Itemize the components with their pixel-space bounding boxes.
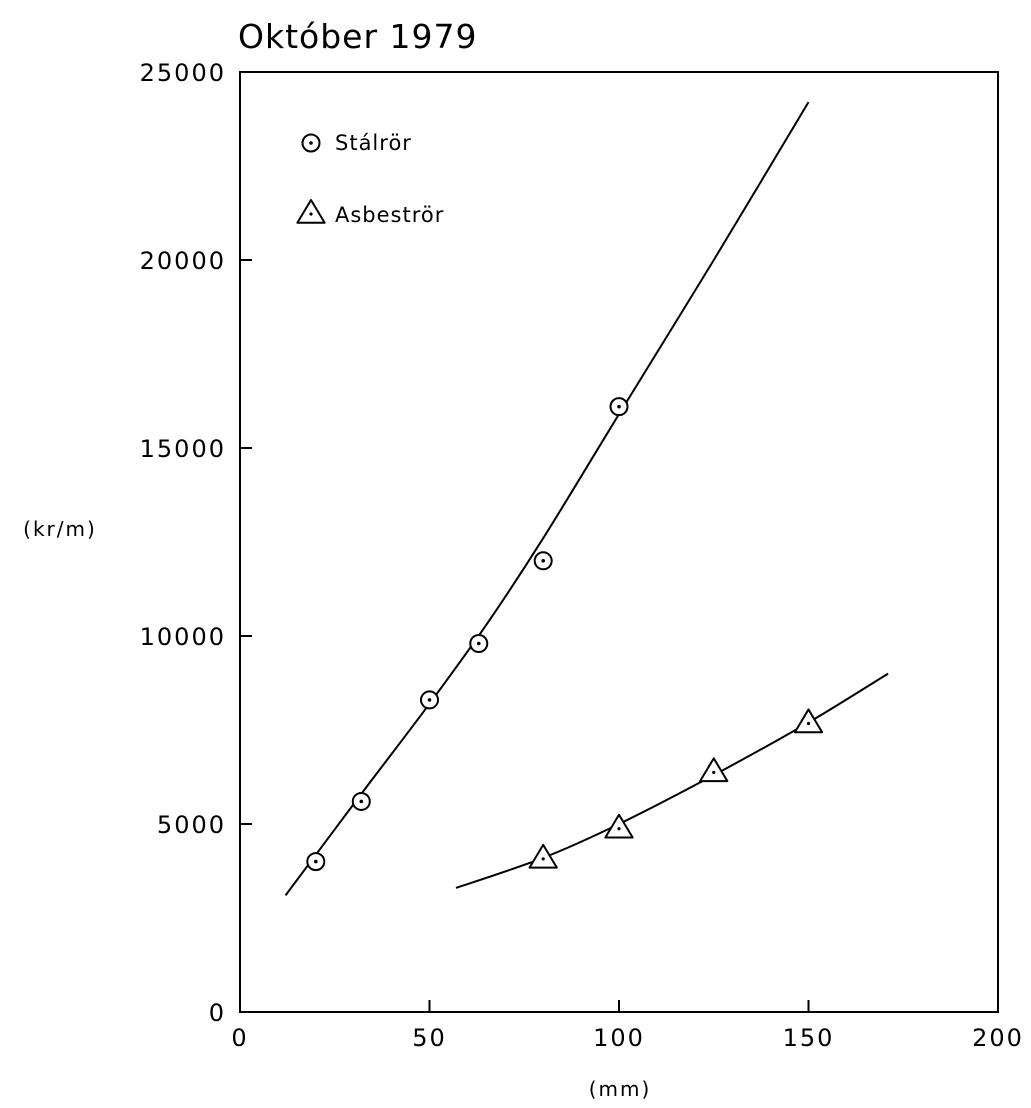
x-axis: 0 50 100 150 200 — [231, 1000, 1024, 1052]
x-axis-label: (mm) — [589, 1077, 652, 1101]
x-tick-label: 50 — [412, 1024, 447, 1052]
x-tick-label: 0 — [231, 1024, 248, 1052]
y-axis-label: (kr/m) — [23, 517, 97, 541]
legend: Stálrör Asbeströr — [296, 131, 444, 227]
stalror-fit-curve — [284, 101, 810, 896]
x-tick-label: 200 — [972, 1024, 1024, 1052]
asbestror-point — [793, 708, 824, 734]
y-tick-label: 5000 — [157, 811, 226, 839]
y-tick-label: 25000 — [140, 59, 226, 87]
data-markers — [306, 397, 824, 872]
y-tick-label: 20000 — [140, 247, 226, 275]
y-tick-label: 10000 — [140, 623, 226, 651]
stalror-point — [420, 690, 439, 710]
asbestror-point — [699, 757, 729, 783]
stalror-point — [306, 852, 326, 872]
asbestror-fit-curve — [455, 672, 889, 889]
y-axis: 0 5000 10000 15000 20000 25000 — [140, 59, 252, 1027]
x-tick-label: 100 — [593, 1024, 645, 1052]
chart-title: Október 1979 — [238, 17, 478, 56]
legend-label-asbestror: Asbeströr — [335, 203, 444, 227]
asbestror-point — [604, 813, 634, 839]
stalror-point — [351, 791, 371, 811]
stalror-point — [609, 397, 629, 417]
legend-triangle-marker — [296, 199, 326, 224]
legend-circle-symbol — [301, 133, 321, 153]
y-tick-label: 0 — [209, 999, 226, 1027]
legend-triangle-symbol — [296, 199, 326, 224]
y-tick-label: 15000 — [140, 435, 226, 463]
asbestror-point — [528, 843, 558, 869]
stalror-point — [533, 551, 553, 571]
stalror-point — [469, 634, 489, 654]
x-tick-label: 150 — [783, 1024, 835, 1052]
legend-circle-marker — [301, 133, 321, 153]
legend-label-stalror: Stálrör — [335, 131, 412, 155]
